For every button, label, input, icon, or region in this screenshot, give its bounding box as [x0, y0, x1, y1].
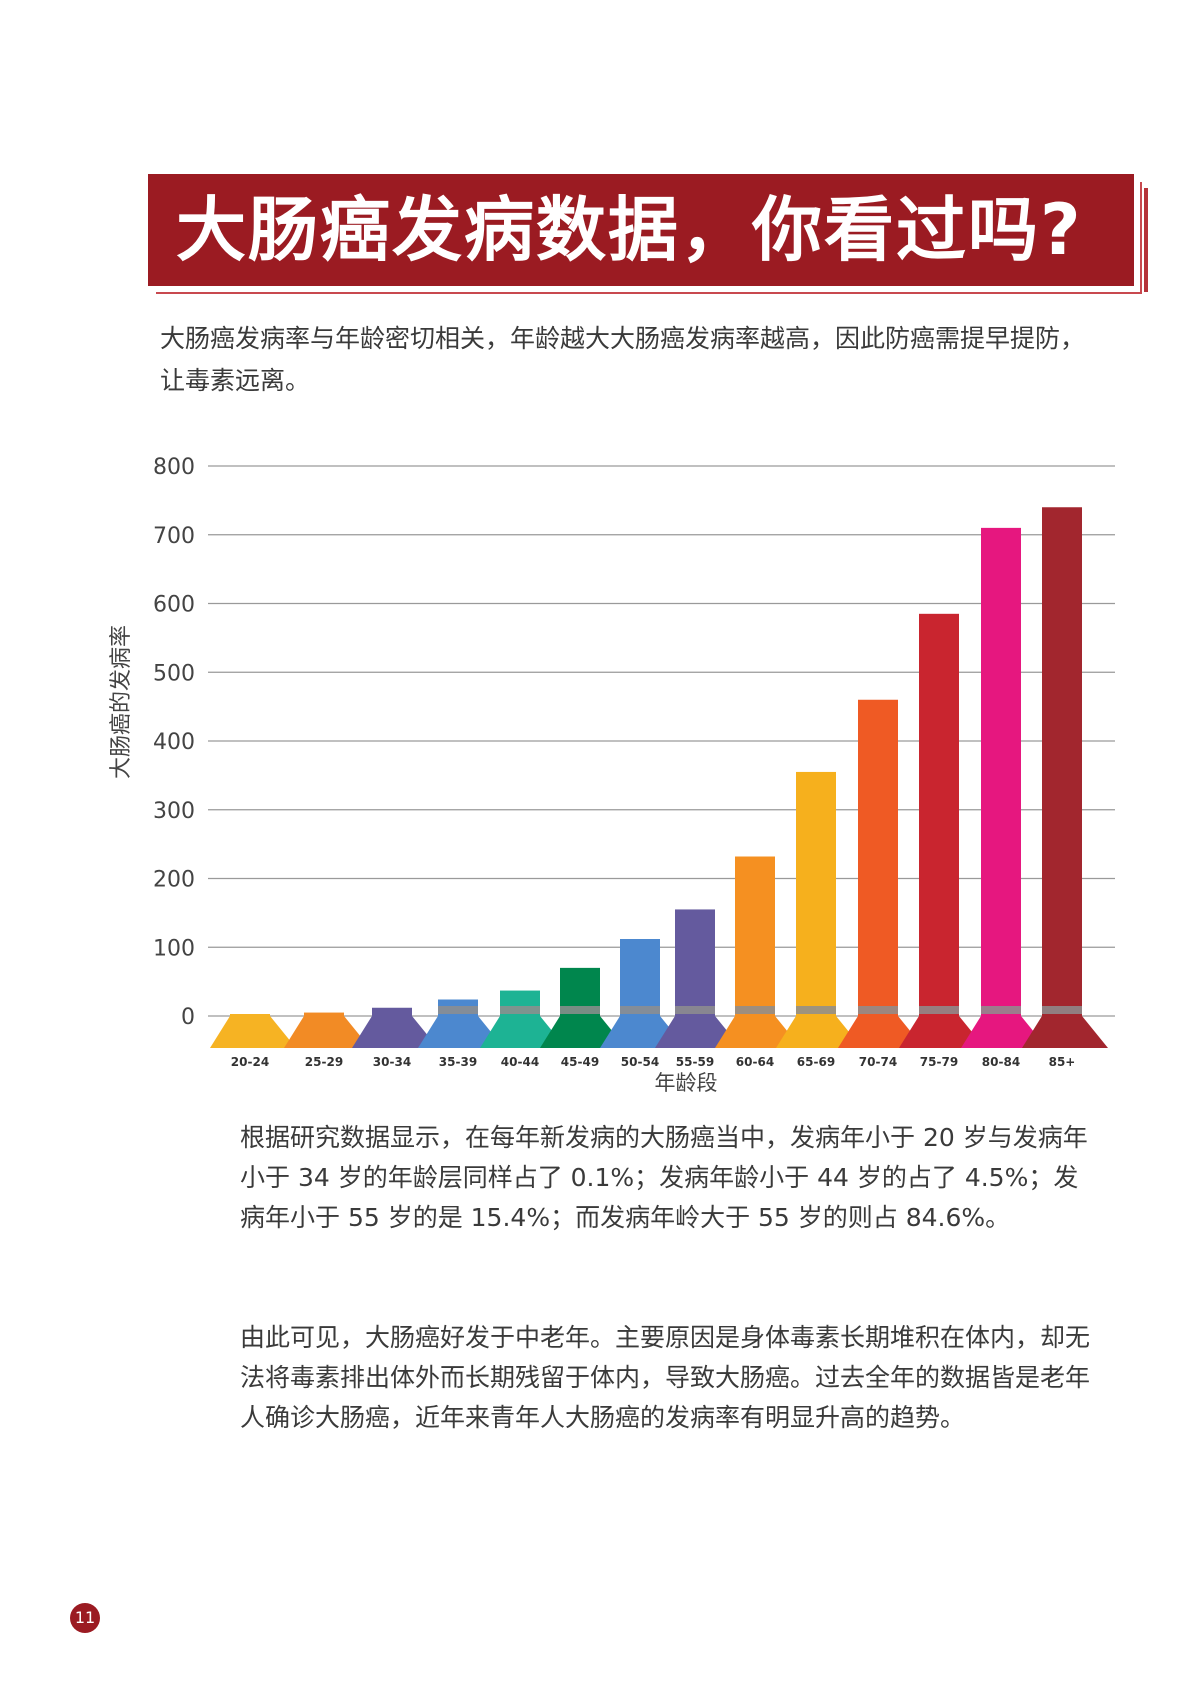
bar-band	[919, 1006, 959, 1014]
bar-base	[899, 1016, 985, 1048]
bar-band	[981, 1006, 1021, 1014]
bar-base	[838, 1016, 924, 1048]
conclusion-paragraph: 由此可见，大肠癌好发于中老年。主要原因是身体毒素长期堆积在体内，却无法将毒素排出…	[240, 1323, 1091, 1432]
bar	[1042, 507, 1082, 1016]
page-number: 11	[70, 1603, 100, 1633]
y-tick-label: 200	[153, 868, 195, 893]
x-tick-label: 50-54	[621, 1055, 659, 1069]
bar	[304, 1012, 344, 1016]
bar-base	[715, 1016, 801, 1048]
bar	[372, 1007, 412, 1016]
x-axis-label: 年龄段	[655, 1071, 718, 1095]
grid-lines	[208, 465, 1115, 1017]
bar-base	[480, 1016, 566, 1048]
bar	[675, 909, 715, 1016]
y-axis-label: 大肠癌的发病率	[109, 625, 134, 779]
x-tick-label: 65-69	[797, 1055, 835, 1069]
title-banner: 大肠癌发病数据，你看过吗?	[148, 174, 1148, 292]
y-tick-label: 0	[181, 1005, 195, 1030]
bar	[735, 856, 775, 1016]
bar-band	[858, 1006, 898, 1014]
bar-base	[210, 1016, 296, 1048]
bar-band	[620, 1006, 660, 1014]
bar-base	[284, 1016, 370, 1048]
bar	[858, 699, 898, 1016]
bar-band	[735, 1006, 775, 1014]
y-tick-label: 300	[153, 799, 195, 824]
x-tick-label: 60-64	[736, 1055, 774, 1069]
bar-base	[1022, 1016, 1108, 1048]
bar-band	[796, 1006, 836, 1014]
y-tick-label: 400	[153, 730, 195, 755]
y-tick-label: 100	[153, 936, 195, 961]
bar-base	[540, 1016, 626, 1048]
x-tick-label: 20-24	[231, 1055, 269, 1069]
x-tick-labels: 20-24 25-29 30-34 35-39 40-44 45-49 50-54 55-59…	[231, 1055, 1076, 1069]
y-tick-labels: 0 100 200 300 400 500 600 700 800	[153, 455, 195, 1030]
bar	[620, 939, 660, 1016]
bars	[230, 507, 1082, 1016]
y-tick-label: 800	[153, 455, 195, 480]
bar-band	[1042, 1006, 1082, 1014]
x-tick-label: 70-74	[859, 1055, 897, 1069]
page-title: 大肠癌发病数据，你看过吗?	[176, 189, 1083, 271]
bar-band	[438, 1006, 478, 1014]
x-tick-label: 45-49	[561, 1055, 599, 1069]
bar	[919, 613, 959, 1016]
x-tick-label: 40-44	[501, 1055, 539, 1069]
x-tick-label: 25-29	[305, 1055, 343, 1069]
x-tick-label: 80-84	[982, 1055, 1020, 1069]
bar	[981, 527, 1021, 1016]
intro-paragraph: 大肠癌发病率与年龄密切相关，年龄越大大肠癌发病率越高，因此防癌需提早提防，让毒素…	[160, 324, 1086, 395]
x-tick-label: 55-59	[676, 1055, 714, 1069]
x-tick-label: 30-34	[373, 1055, 411, 1069]
bar	[230, 1014, 270, 1016]
bar-bases	[210, 1016, 1108, 1048]
x-tick-label: 75-79	[920, 1055, 958, 1069]
y-tick-label: 600	[153, 593, 195, 618]
bar-base	[776, 1016, 862, 1048]
bar-base	[961, 1016, 1047, 1048]
bar-base	[418, 1016, 504, 1048]
x-tick-label: 35-39	[439, 1055, 477, 1069]
bar-band	[675, 1006, 715, 1014]
y-tick-label: 700	[153, 524, 195, 549]
bar-base	[352, 1016, 438, 1048]
x-tick-label: 85+	[1049, 1055, 1076, 1069]
title-banner-accent	[1144, 188, 1148, 292]
incidence-bar-chart: 0 100 200 300 400 500 600 700 800 20-24 25-29 30-3…	[109, 455, 1115, 1095]
y-tick-label: 500	[153, 661, 195, 686]
bar-band	[500, 1006, 540, 1014]
bar-band	[560, 1006, 600, 1014]
bar	[796, 771, 836, 1016]
bar-base	[655, 1016, 741, 1048]
stats-paragraph: 根据研究数据显示，在每年新发病的大肠癌当中，发病年小于 20 岁与发病年小于 3…	[240, 1123, 1088, 1232]
